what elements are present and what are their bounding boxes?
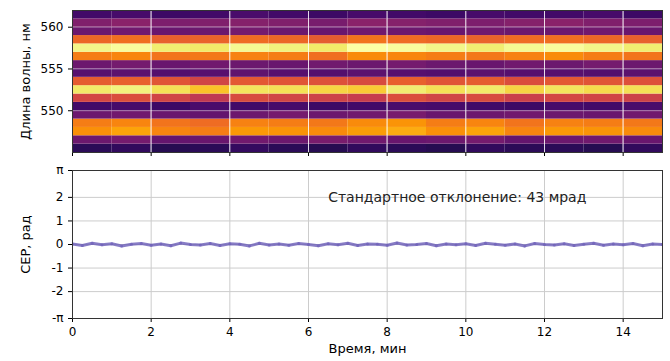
svg-text:4: 4: [226, 325, 234, 339]
svg-text:-π: -π: [52, 311, 64, 325]
svg-text:CEP, рад: CEP, рад: [18, 215, 33, 274]
svg-text:555: 555: [41, 62, 64, 76]
svg-text:560: 560: [41, 20, 64, 34]
svg-text:2: 2: [56, 190, 64, 204]
svg-text:6: 6: [305, 325, 313, 339]
svg-text:Стандартное отклонение: 43 мра: Стандартное отклонение: 43 мрад: [328, 189, 586, 205]
svg-text:10: 10: [458, 325, 473, 339]
svg-text:Длина волны, нм: Длина волны, нм: [18, 23, 33, 140]
svg-text:550: 550: [41, 104, 64, 118]
svg-text:Время, мин: Время, мин: [329, 341, 407, 356]
svg-text:2: 2: [147, 325, 155, 339]
svg-text:π: π: [56, 163, 63, 177]
svg-text:12: 12: [537, 325, 552, 339]
svg-text:-2: -2: [52, 284, 64, 298]
svg-text:8: 8: [383, 325, 391, 339]
svg-text:1: 1: [56, 214, 64, 228]
svg-text:0: 0: [69, 325, 77, 339]
svg-text:0: 0: [56, 237, 64, 251]
svg-text:-1: -1: [52, 261, 64, 275]
svg-text:14: 14: [616, 325, 631, 339]
